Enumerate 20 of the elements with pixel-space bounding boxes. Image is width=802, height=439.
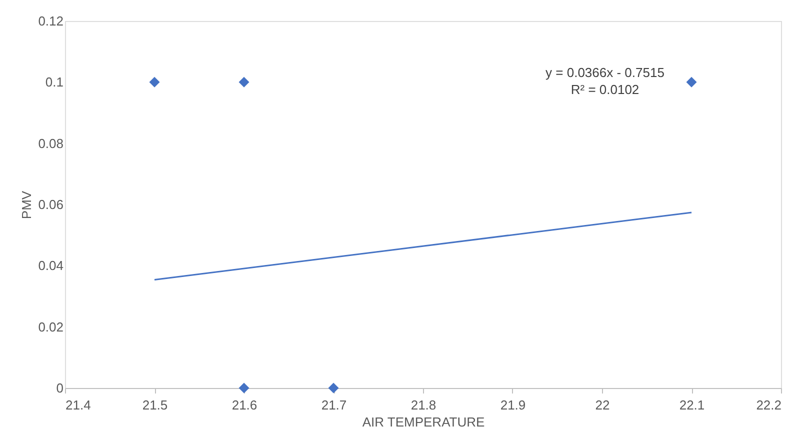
annotation: R² = 0.0102 (570, 82, 640, 97)
y-tick-label: 0.04 (38, 258, 64, 274)
x-axis-title: AIR TEMPERATURE (362, 414, 485, 430)
y-tick-label: 0.1 (45, 74, 64, 90)
y-tick-label: 0 (56, 380, 64, 396)
x-tick-label: 21.5 (142, 398, 168, 412)
x-tick-label: 22.2 (756, 398, 782, 412)
x-tick-label: 21.6 (232, 398, 258, 412)
y-tick-label: 0.02 (38, 319, 64, 334)
x-tick-label: 21.9 (500, 398, 526, 412)
y-tick-label: 0.06 (38, 197, 64, 212)
annotation: y = 0.0366x - 0.7515 (546, 65, 664, 80)
x-tick-label: 21.4 (66, 398, 91, 412)
y-tick-label: 0.08 (38, 136, 64, 151)
x-tick-label: 21.8 (410, 398, 436, 412)
y-axis-title: PMV (19, 190, 34, 220)
y-tick-label: 0.12 (38, 14, 64, 28)
x-tick-label: 22 (595, 398, 610, 412)
x-tick-label: 21.7 (321, 398, 347, 412)
x-tick-label: 22.1 (679, 398, 705, 412)
